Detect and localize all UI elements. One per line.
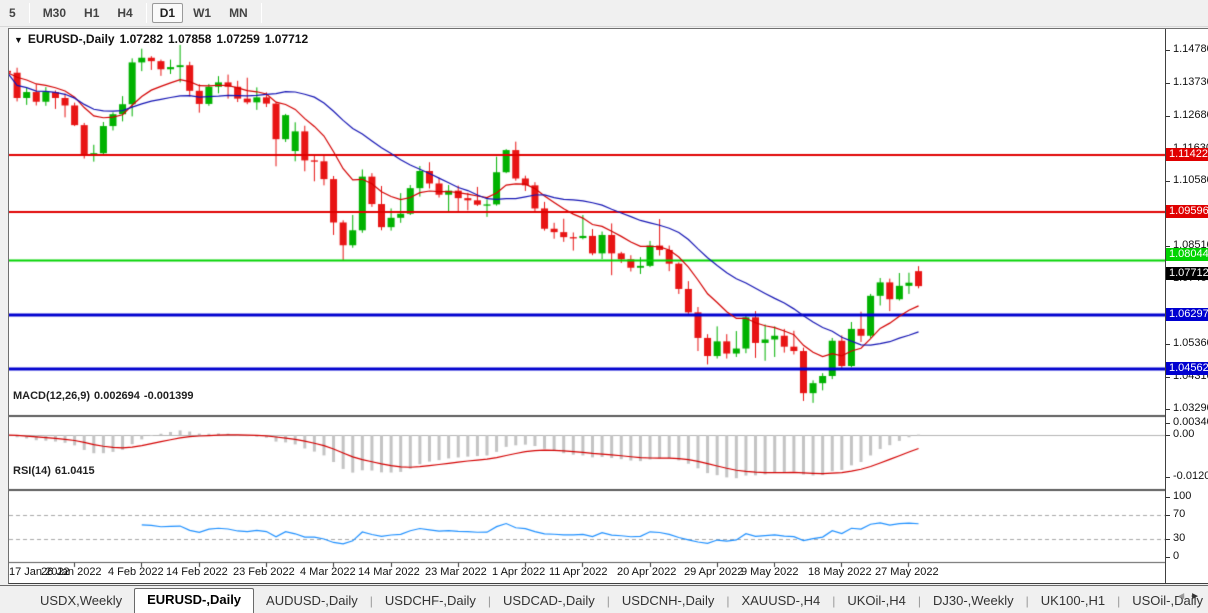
chart-symbol-label: EURUSD-,Daily (27, 32, 115, 46)
tabs-scroll-arrows: ◄► (1176, 591, 1204, 602)
axis-tick-mark (1166, 409, 1170, 410)
tabs-scroll-right-icon[interactable]: ► (1190, 591, 1204, 602)
rsi-axis-label: 30 (1173, 532, 1186, 544)
rsi-name: RSI(14) (13, 465, 51, 477)
axis-tick-mark (1166, 50, 1170, 51)
axis-tick-mark (1166, 515, 1170, 516)
chart-tab-usdchf-daily[interactable]: USDCHF-,Daily (384, 593, 476, 608)
timeframe-button-5[interactable]: 5 (9, 6, 16, 20)
macd-axis-label: 0.00 (1173, 428, 1195, 440)
chart-tab-uk100-h1[interactable]: UK100-,H1 (1040, 593, 1106, 608)
price-tick-label: 1.12680 (1173, 109, 1208, 121)
chart-tab-eurusd-daily[interactable]: EURUSD-,Daily (134, 588, 255, 613)
axis-tick-mark (1166, 377, 1170, 378)
ohlc-open-value: 1.07282 (119, 32, 163, 46)
chart-tab-dj30-weekly[interactable]: DJ30-,Weekly (932, 593, 1014, 608)
chart-tab-usdx-weekly[interactable]: USDX,Weekly (40, 593, 123, 608)
rsi-value: 61.0415 (54, 465, 95, 477)
chart-title-bar: ▼ EURUSD-,Daily 1.07282 1.07858 1.07259 1.077… (14, 32, 308, 46)
timeframe-button-mn[interactable]: MN (229, 6, 248, 20)
toolbar-separator (28, 3, 30, 23)
axis-tick-mark (1166, 344, 1170, 345)
axis-tick-mark (1166, 116, 1170, 117)
axis-tick-mark (1166, 83, 1170, 84)
timeframe-button-h4[interactable]: H4 (117, 6, 133, 20)
level-price-label: 1.04562 (1166, 362, 1208, 375)
macd-indicator-label: MACD(12,26,9) 0.002694 -0.001399 (13, 390, 197, 402)
tab-separator: | (1117, 594, 1121, 608)
tabs-scroll-left-icon[interactable]: ◄ (1176, 591, 1191, 602)
chart-tab-audusd-daily[interactable]: AUDUSD-,Daily (266, 593, 358, 608)
rsi-axis-label: 70 (1173, 508, 1186, 520)
tab-separator: | (726, 594, 730, 608)
axis-tick-mark (1166, 423, 1170, 424)
tab-separator: | (487, 594, 492, 608)
axis-tick-mark (1166, 539, 1170, 540)
timeframe-button-h1[interactable]: H1 (84, 6, 100, 20)
tab-separator: | (917, 594, 921, 608)
price-tick-label: 1.14780 (1173, 43, 1208, 55)
axis-tick-mark (1166, 477, 1170, 478)
axis-tick-mark (1166, 557, 1170, 558)
symbol-dropdown-icon[interactable]: ▼ (14, 35, 23, 45)
axis-tick-mark (1166, 181, 1170, 182)
current-price-label: 1.07712 (1166, 267, 1208, 280)
price-tick-label: 1.05360 (1173, 337, 1208, 349)
macd-main-value: 0.002694 (94, 390, 140, 402)
rsi-indicator-label: RSI(14) 61.0415 (13, 465, 99, 477)
chart-tab-xauusd-h4[interactable]: XAUUSD-,H4 (741, 593, 821, 608)
level-price-label: 1.11422 (1166, 148, 1208, 161)
price-tick-label: 1.10580 (1173, 174, 1208, 186)
macd-name: MACD(12,26,9) (13, 390, 91, 402)
ohlc-low-value: 1.07259 (216, 32, 260, 46)
tab-separator: | (606, 594, 610, 608)
timeframe-button-d1[interactable]: D1 (151, 3, 184, 23)
macd-axis-label: 0.003408 (1173, 416, 1208, 428)
axis-tick-mark (1166, 246, 1170, 247)
chart-tab-ukoil-h4[interactable]: UKOil-,H4 (847, 593, 906, 608)
tab-separator: | (1025, 594, 1029, 608)
tab-separator: | (369, 594, 373, 608)
toolbar-separator (260, 3, 262, 23)
ohlc-close-value: 1.07712 (264, 32, 309, 46)
timeframe-toolbar: 5 M30 H1 H4 D1 W1 MN (0, 0, 1208, 27)
chart-window: ▼ EURUSD-,Daily 1.07282 1.07858 1.07259 1.077… (8, 28, 1208, 584)
chart-tab-usdcnh-daily[interactable]: USDCNH-,Daily (621, 593, 715, 608)
toolbar-separator (145, 3, 147, 23)
price-tick-label: 1.13730 (1173, 76, 1208, 88)
level-price-label: 1.06297 (1166, 308, 1208, 321)
chart-tab-usoil-daily[interactable]: USOil-,Daily (1132, 593, 1204, 608)
chart-tab-usdcad-daily[interactable]: USDCAD-,Daily (503, 593, 595, 608)
rsi-axis-label: 100 (1173, 490, 1192, 502)
tab-separator: | (832, 594, 836, 608)
price-axis: 1.147801.137301.126801.116301.105801.085… (1165, 29, 1208, 583)
macd-axis-label: -0.01205 (1173, 470, 1208, 482)
axis-tick-mark (1166, 497, 1170, 498)
chart-tabs-bar: USDX,Weekly EURUSD-,Daily AUDUSD-,Daily | US… (0, 585, 1208, 613)
axis-tick-mark (1166, 435, 1170, 436)
timeframe-button-m30[interactable]: M30 (42, 6, 67, 20)
ohlc-high-value: 1.07858 (168, 32, 212, 46)
timeframe-button-w1[interactable]: W1 (193, 6, 212, 20)
price-chart-canvas[interactable] (9, 29, 1165, 583)
level-price-label: 1.09596 (1166, 205, 1208, 218)
price-tick-label: 1.03290 (1173, 402, 1208, 414)
level-price-label: 1.08044 (1166, 248, 1208, 261)
macd-signal-value: -0.001399 (143, 390, 194, 402)
rsi-axis-label: 0 (1173, 550, 1180, 562)
